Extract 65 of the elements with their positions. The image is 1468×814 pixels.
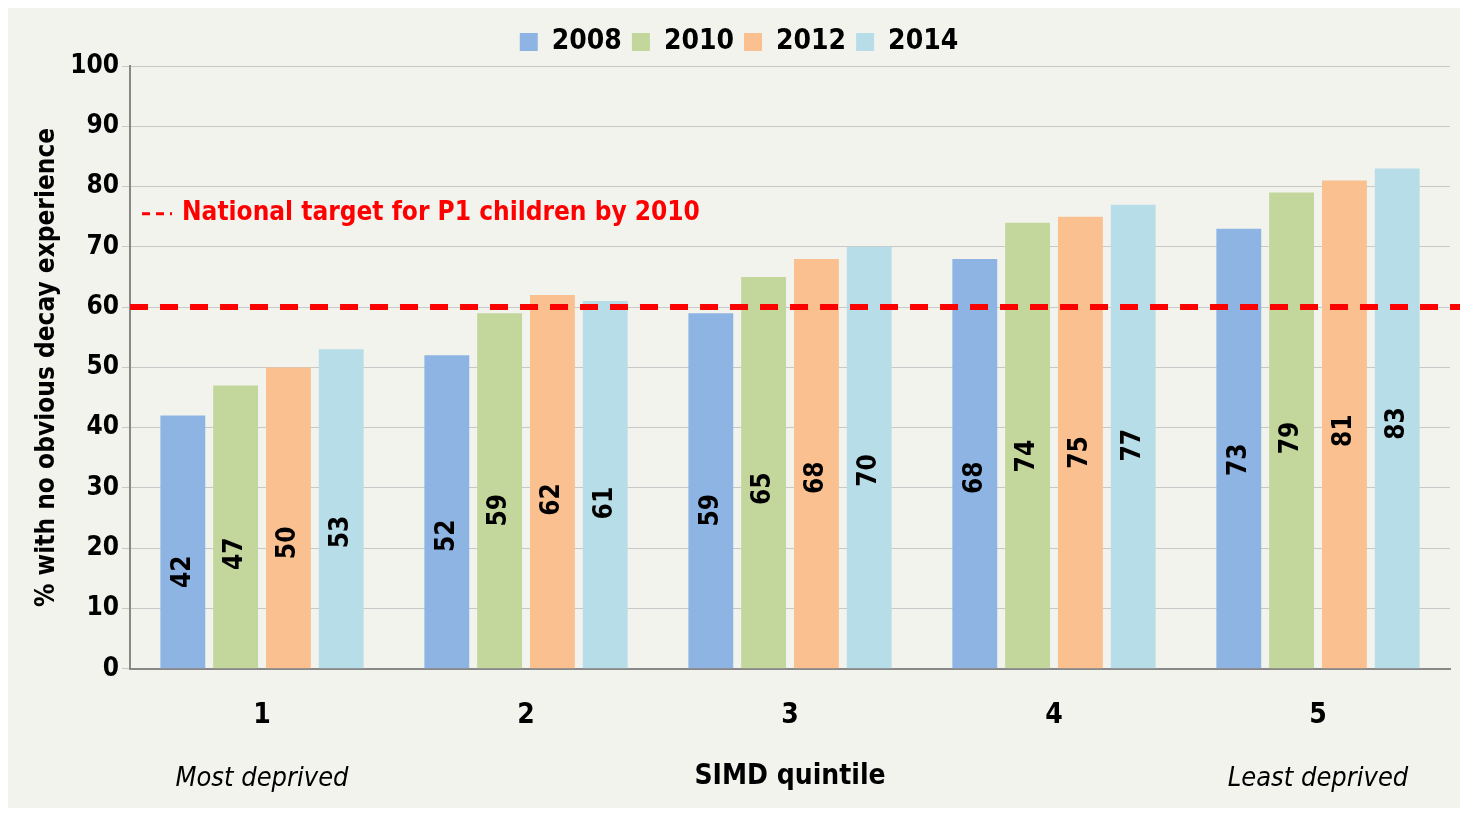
- bar: [582, 301, 628, 669]
- bar: [688, 313, 734, 669]
- data-label: 47: [218, 537, 249, 570]
- data-label: 68: [957, 461, 988, 495]
- x-tick-label: 3: [781, 696, 799, 730]
- x-tick-label: 1: [253, 696, 271, 730]
- bar: [1005, 222, 1051, 669]
- legend-label: 2010: [663, 23, 734, 57]
- data-label: 52: [429, 519, 460, 552]
- x-axis-title: SIMD quintile: [694, 758, 886, 792]
- bar: [160, 415, 206, 669]
- data-label: 42: [165, 555, 196, 589]
- legend-label: 2008: [551, 23, 622, 57]
- data-label: 83: [1379, 407, 1410, 440]
- y-tick-label: 20: [86, 530, 120, 561]
- y-tick-label: 90: [86, 109, 120, 140]
- y-tick-label: 10: [86, 591, 120, 622]
- bar: [477, 313, 523, 669]
- y-tick-label: 0: [102, 651, 120, 682]
- data-label: 77: [1115, 428, 1146, 462]
- y-tick-label: 50: [86, 350, 120, 381]
- data-label: 81: [1327, 414, 1358, 448]
- y-tick-label: 70: [86, 229, 120, 260]
- y-tick-label: 80: [86, 169, 120, 200]
- bar: [424, 355, 470, 669]
- bar: [529, 295, 575, 669]
- y-tick-label: 30: [86, 470, 120, 501]
- data-label: 68: [799, 461, 830, 495]
- y-axis-title: % with no obvious decay experience: [30, 127, 61, 607]
- x-tick-label: 4: [1045, 696, 1063, 730]
- bar: [1321, 180, 1367, 669]
- bar: [213, 385, 259, 669]
- bar: [793, 258, 839, 669]
- data-label: 65: [746, 472, 777, 505]
- data-label: 50: [271, 526, 302, 560]
- data-label: 61: [587, 486, 618, 520]
- y-tick-label: 40: [86, 410, 120, 441]
- bar: [1216, 228, 1262, 669]
- data-label: 59: [693, 494, 724, 527]
- bar: [265, 367, 311, 669]
- x-tick-label: 2: [517, 696, 535, 730]
- data-label: 59: [482, 494, 513, 527]
- bar: [1374, 168, 1420, 669]
- bar: [318, 349, 364, 669]
- bar: [952, 258, 998, 669]
- x-tick-label: 5: [1309, 696, 1327, 730]
- legend-label: 2014: [888, 23, 959, 57]
- bar: [1057, 216, 1103, 669]
- legend-label: National target for P1 children by 2010: [182, 196, 700, 227]
- bar: [1269, 192, 1315, 669]
- data-label: 75: [1063, 436, 1094, 469]
- bar: [741, 276, 787, 669]
- legend-label: 2012: [776, 23, 847, 57]
- text: Most deprived: [175, 760, 350, 792]
- y-tick-label: 100: [70, 48, 120, 79]
- data-label: 74: [1010, 439, 1041, 473]
- y-tick-label: 60: [86, 289, 120, 320]
- text: Least deprived: [1227, 760, 1409, 792]
- data-label: 73: [1221, 443, 1252, 477]
- data-label: 53: [323, 515, 354, 549]
- bar: [1110, 204, 1156, 669]
- data-label: 62: [535, 483, 566, 516]
- data-label: 79: [1274, 421, 1305, 455]
- bar: [846, 246, 892, 669]
- data-label: 70: [851, 454, 882, 487]
